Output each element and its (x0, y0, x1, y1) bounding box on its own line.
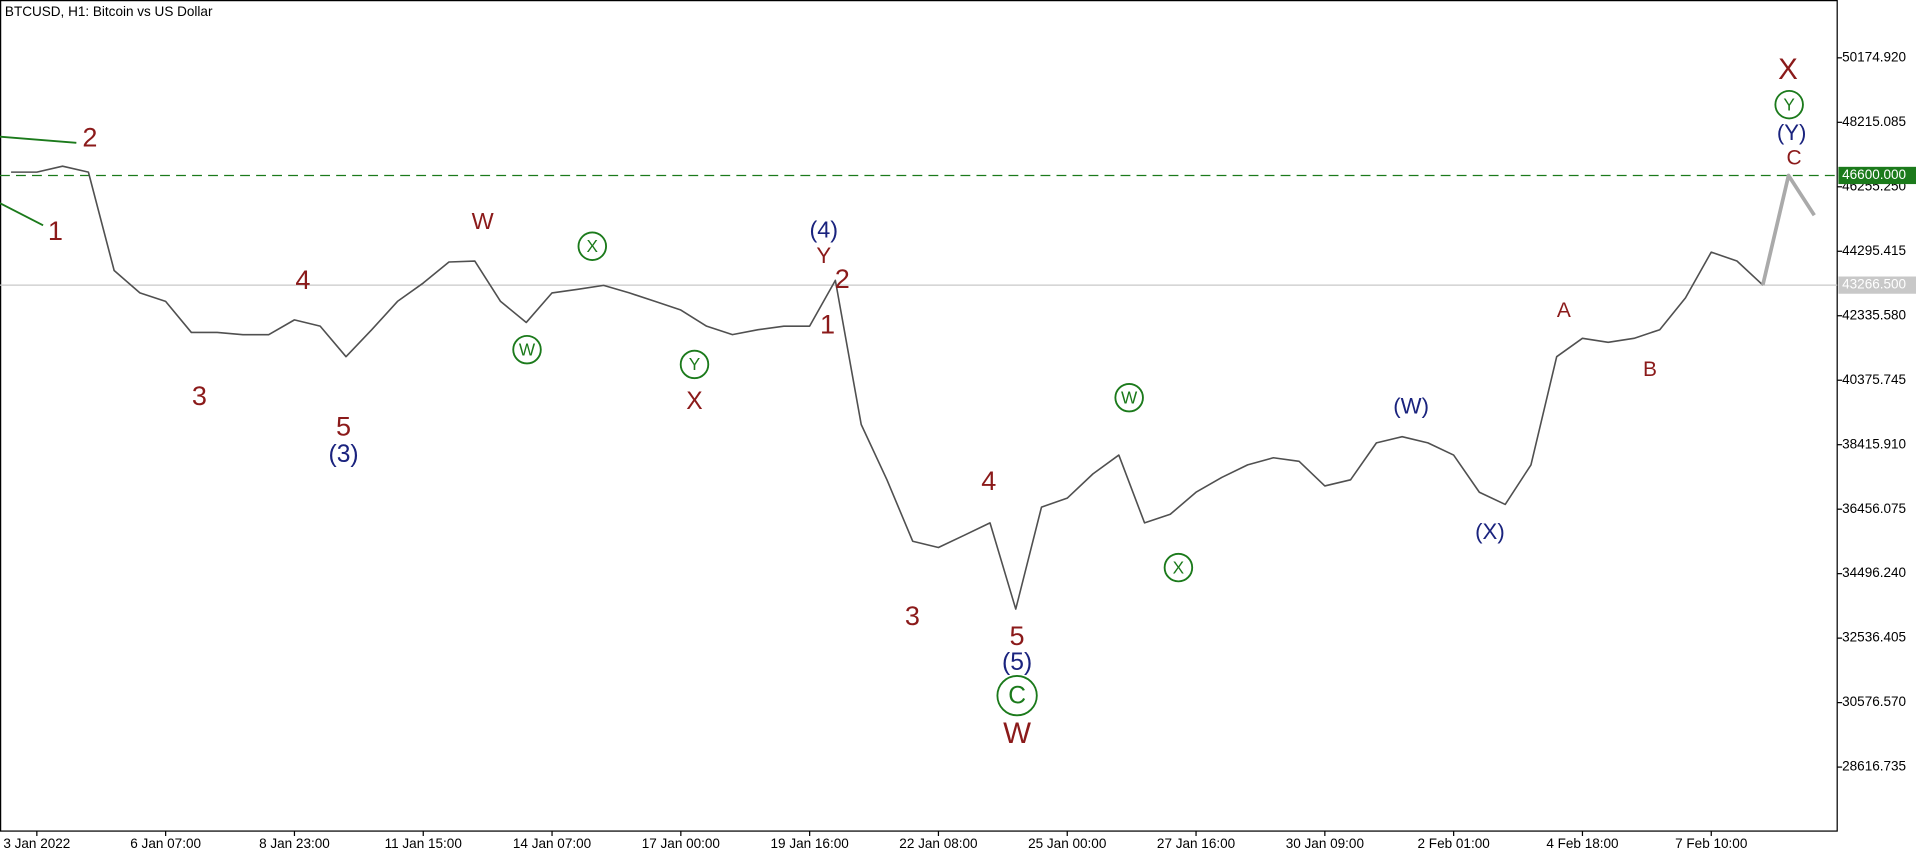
wave-label: 4 (981, 465, 996, 496)
wave-circle (512, 334, 542, 365)
x-tick-label: 19 Jan 16:00 (771, 836, 849, 851)
chart-title: BTCUSD, H1: Bitcoin vs US Dollar (5, 4, 213, 19)
wave-label: (X) (1475, 519, 1505, 544)
wave-label: 4 (295, 264, 310, 295)
wave-label: 3 (905, 600, 920, 631)
y-tick-label: 42335.580 (1842, 307, 1906, 322)
wave-label: 1 (48, 215, 63, 246)
price-label: 46600.000 (1842, 167, 1906, 182)
wave-label: X (686, 388, 702, 415)
x-tick-label: 2 Feb 01:00 (1418, 836, 1490, 851)
y-tick-label: 36456.075 (1842, 501, 1906, 516)
x-tick-label: 14 Jan 07:00 (513, 836, 591, 851)
y-tick-label: 30576.570 (1842, 694, 1906, 709)
wave-circle (679, 349, 710, 380)
wave-circle (577, 231, 608, 261)
x-tick-label: 17 Jan 00:00 (642, 836, 720, 851)
wave-label: (W) (1393, 393, 1429, 418)
y-tick-label: 40375.745 (1842, 372, 1906, 387)
trend-line (0, 202, 44, 227)
wave-label: C (1008, 682, 1026, 709)
price-label-box (1838, 276, 1916, 294)
wave-label: X (587, 236, 599, 256)
x-tick-label: 30 Jan 09:00 (1286, 836, 1364, 851)
wave-circle (1114, 382, 1144, 413)
wave-label: Y (689, 354, 701, 374)
wave-label: 1 (820, 308, 835, 339)
price-label: 43266.500 (1842, 277, 1906, 292)
wave-label: X (1778, 53, 1798, 86)
x-tick-label: 22 Jan 08:00 (899, 836, 977, 851)
y-tick-label: 32536.405 (1842, 630, 1906, 645)
wave-label: (5) (1002, 649, 1032, 676)
x-tick-label: 27 Jan 16:00 (1157, 836, 1235, 851)
wave-label: X (1173, 557, 1185, 577)
wave-label: 5 (1010, 620, 1025, 651)
wave-label: (3) (329, 441, 359, 468)
wave-label: B (1643, 358, 1657, 381)
plot-frame (0, 0, 1838, 832)
wave-label: 2 (835, 263, 850, 294)
wave-label: 5 (336, 411, 351, 442)
price-line-series (11, 165, 1764, 610)
wave-circle (996, 675, 1038, 717)
x-tick-label: 11 Jan 15:00 (385, 836, 462, 851)
wave-label: Y (1783, 94, 1795, 114)
y-tick-label: 38415.910 (1842, 436, 1906, 451)
x-tick-label: 3 Jan 2022 (3, 836, 70, 851)
y-tick-label: 44295.415 (1842, 243, 1906, 258)
wave-label: W (472, 208, 494, 234)
wave-label: A (1557, 299, 1571, 322)
trend-line (0, 135, 77, 144)
wave-label: W (519, 339, 536, 359)
price-line-series (1761, 173, 1816, 286)
wave-label: W (1003, 717, 1031, 750)
y-tick-label: 50174.920 (1842, 49, 1906, 64)
x-tick-label: 4 Feb 18:00 (1546, 836, 1618, 851)
wave-label: (4) (809, 217, 838, 243)
wave-label: 3 (192, 380, 207, 411)
x-tick-label: 7 Feb 10:00 (1675, 836, 1747, 851)
wave-label: 2 (82, 121, 97, 152)
wave-label: W (1121, 387, 1138, 407)
wave-label: Y (816, 243, 831, 268)
y-tick-label: 48215.085 (1842, 114, 1906, 129)
x-tick-label: 25 Jan 00:00 (1028, 836, 1106, 851)
price-label-box (1838, 166, 1916, 185)
x-tick-label: 6 Jan 07:00 (130, 836, 201, 851)
wave-circle (1163, 552, 1194, 583)
wave-label: (Y) (1777, 120, 1807, 145)
y-tick-label: 34496.240 (1842, 565, 1906, 580)
wave-circle (1774, 89, 1804, 120)
wave-label: C (1787, 146, 1802, 169)
y-tick-label: 28616.735 (1842, 759, 1906, 774)
x-tick-label: 8 Jan 23:00 (259, 836, 330, 851)
